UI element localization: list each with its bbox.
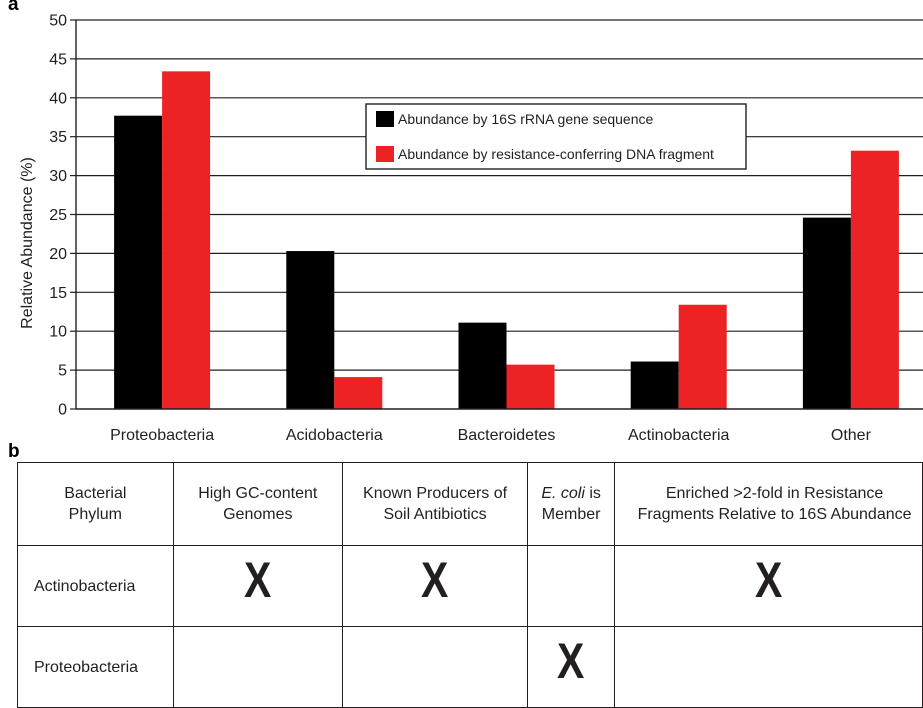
bar-resistance <box>850 150 899 410</box>
y-tick-label: 20 <box>49 246 67 263</box>
y-tick-label: 5 <box>58 363 67 380</box>
x-mark: X <box>557 632 585 689</box>
bar-resistance <box>334 377 383 409</box>
header-antibiotic-producers: Known Producers of Soil Antibiotics <box>341 462 529 546</box>
x-category-label: Actinobacteria <box>628 427 729 444</box>
legend-swatch-16s <box>376 111 394 127</box>
x-category-label: Proteobacteria <box>110 427 214 444</box>
bar-resistance <box>506 364 555 409</box>
bar-resistance <box>162 71 211 410</box>
bar-resistance <box>678 304 727 409</box>
cell-enriched: X <box>614 545 923 627</box>
ecoli-italic: E. coli <box>541 485 585 502</box>
y-tick-label: 10 <box>49 324 67 341</box>
bar-16s <box>630 361 679 409</box>
header-gc-content: High GC-content Genomes <box>172 462 343 546</box>
table-row: Actinobacteria X X X <box>17 545 923 627</box>
x-mark: X <box>421 551 449 608</box>
row-phylum-actinobacteria: Actinobacteria <box>17 545 174 627</box>
bar-16s <box>802 217 851 409</box>
bar-16s <box>114 115 163 409</box>
cell-enriched <box>614 626 923 708</box>
x-mark: X <box>754 551 783 608</box>
legend: Abundance by 16S rRNA gene sequence Abun… <box>365 103 747 170</box>
cell-producers <box>341 626 529 708</box>
phylum-traits-table: Bacterial Phylum High GC-content Genomes… <box>17 462 923 708</box>
panel-a-label: a <box>8 0 19 15</box>
y-tick-label: 45 <box>49 51 67 68</box>
y-tick-label: 30 <box>49 168 67 185</box>
cell-ecoli <box>527 545 616 627</box>
bar-16s <box>458 322 507 409</box>
cell-ecoli: X <box>527 626 616 708</box>
x-category-labels: Proteobacteria Acidobacteria Bacteroidetes… <box>110 427 872 444</box>
table-row: Proteobacteria X <box>17 626 923 708</box>
x-category-label: Other <box>831 427 872 444</box>
y-tick-label: 25 <box>49 207 67 224</box>
y-tick-label: 35 <box>49 129 67 146</box>
y-tick-label: 0 <box>58 402 67 419</box>
header-phylum: Bacterial Phylum <box>17 462 174 546</box>
table-header-row: Bacterial Phylum High GC-content Genomes… <box>17 462 923 546</box>
bars <box>114 71 899 410</box>
legend-label-resistance: Abundance by resistance-conferring DNA f… <box>398 146 714 162</box>
axes <box>75 20 923 410</box>
panel-b-label: b <box>8 441 20 462</box>
y-tick-label: 40 <box>49 90 67 107</box>
cell-gc <box>172 626 343 708</box>
row-phylum-proteobacteria: Proteobacteria <box>17 626 174 708</box>
cell-producers: X <box>341 545 529 627</box>
legend-label-16s: Abundance by 16S rRNA gene sequence <box>398 111 654 127</box>
y-tick-labels: 0 5 10 15 20 25 30 35 40 45 50 <box>49 13 67 419</box>
x-category-label: Bacteroidetes <box>458 427 556 444</box>
bar-chart: 0 5 10 15 20 25 30 35 40 45 50 Proteobacteria Acido… <box>19 13 923 444</box>
y-axis-label: Relative Abundance (%) <box>19 157 36 329</box>
y-tick-label: 15 <box>49 285 67 302</box>
ecoli-rest: is Member <box>541 485 601 523</box>
cell-gc: X <box>172 545 343 627</box>
header-ecoli-member: E. coli is Member <box>527 462 616 546</box>
x-mark: X <box>244 551 272 608</box>
y-tick-label: 50 <box>49 13 67 30</box>
x-category-label: Acidobacteria <box>286 427 383 444</box>
legend-swatch-resistance <box>376 146 394 162</box>
header-enriched: Enriched >2-fold in Resistance Fragments… <box>614 462 923 546</box>
bar-16s <box>286 251 335 409</box>
